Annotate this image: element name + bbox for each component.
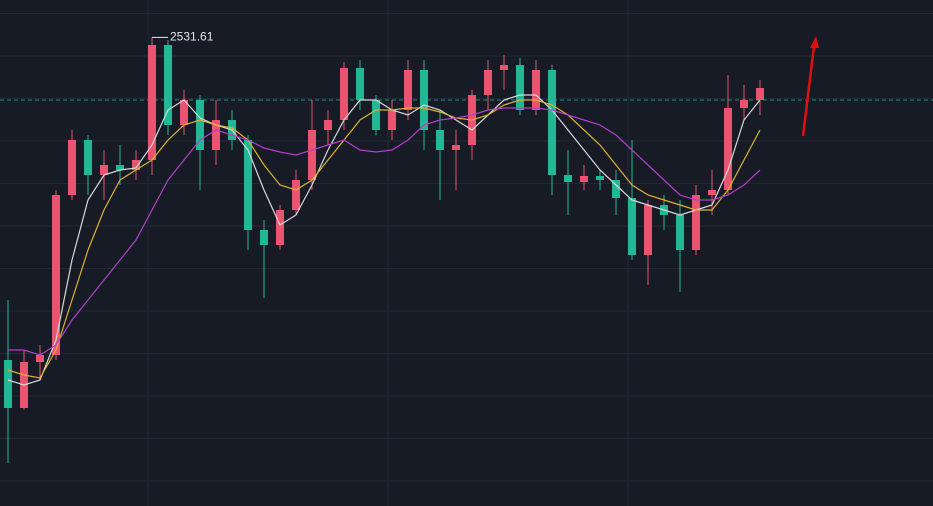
candle-body: [180, 100, 188, 125]
candle-body: [276, 210, 284, 245]
candle-body: [244, 140, 252, 230]
candle-body: [740, 100, 748, 108]
candle-body: [404, 70, 412, 110]
candle-body: [388, 110, 396, 130]
candle-body: [420, 70, 428, 130]
candle-body: [580, 176, 588, 182]
candle-body: [196, 100, 204, 150]
candle-body: [452, 145, 460, 150]
candle-body: [724, 108, 732, 190]
candle-body: [692, 195, 700, 250]
candle-body: [596, 176, 604, 180]
candle-body: [260, 230, 268, 245]
plot: 2531.61: [0, 30, 933, 463]
arrow-head: [810, 36, 819, 48]
candle-body: [516, 65, 524, 110]
candle-body: [628, 198, 636, 255]
candle-body: [68, 140, 76, 195]
candle-body: [308, 130, 316, 180]
moving-average-line: [7, 99, 761, 379]
candle-body: [756, 88, 764, 100]
candle-body: [116, 165, 124, 170]
candle-body: [484, 70, 492, 95]
candle-body: [436, 130, 444, 150]
candle-body: [644, 205, 652, 255]
candle-body: [612, 180, 620, 198]
candle-body: [100, 165, 108, 175]
moving-average-line: [8, 107, 761, 356]
candle-body: [708, 190, 716, 195]
candle-body: [676, 215, 684, 250]
candle-body: [340, 68, 348, 120]
candle-body: [372, 100, 380, 130]
candle-body: [324, 120, 332, 130]
candle-body: [532, 70, 540, 110]
moving-average-line: [7, 94, 761, 386]
candle-body: [148, 45, 156, 160]
candle-body: [4, 360, 12, 408]
candle-body: [52, 195, 60, 355]
arrow: [801, 45, 816, 137]
candle-body: [548, 70, 556, 175]
annotation: 2531.61: [170, 30, 214, 44]
candle-body: [500, 65, 508, 70]
candle-body: [212, 120, 220, 150]
candle-body: [164, 45, 172, 125]
candle-body: [356, 68, 364, 100]
candle-body: [36, 355, 44, 362]
candle-body: [292, 180, 300, 210]
candle-body: [84, 140, 92, 175]
candle-body: [132, 160, 140, 170]
candle-body: [564, 175, 572, 182]
